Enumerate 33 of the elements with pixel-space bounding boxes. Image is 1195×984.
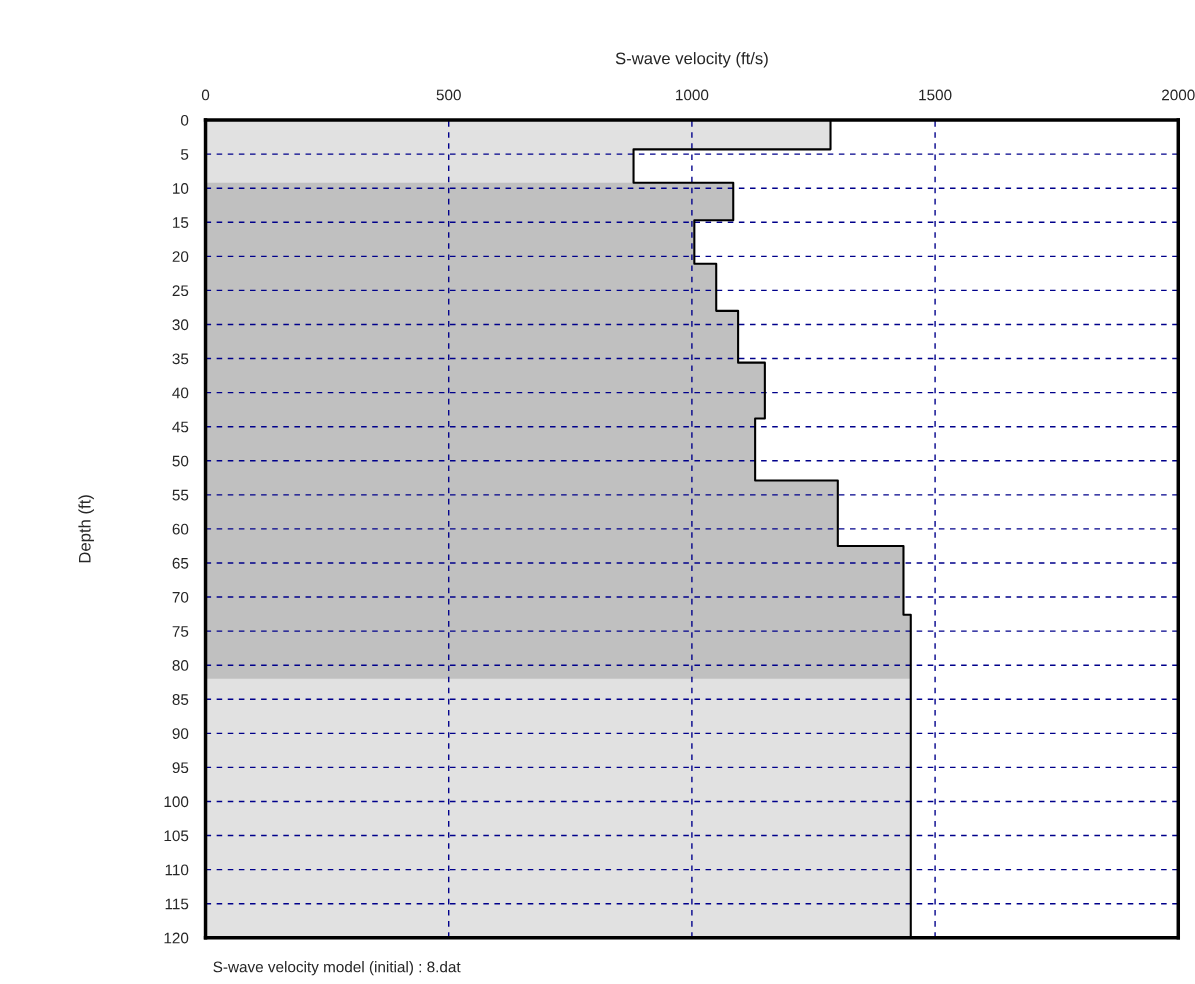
y-axis-title: Depth (ft) <box>78 495 94 563</box>
y-tick-label: 75 <box>172 626 189 637</box>
y-tick-label: 55 <box>172 489 189 501</box>
y-tick-label: 50 <box>172 455 189 467</box>
y-tick-label: 90 <box>172 728 189 740</box>
y-tick-label: 100 <box>164 796 189 808</box>
y-tick-label: 10 <box>173 183 189 194</box>
x-tick-label: 1500 <box>919 89 952 101</box>
x-tick-label: 500 <box>436 89 461 101</box>
y-tick-label: 15 <box>173 217 189 228</box>
y-tick-label: 60 <box>172 523 189 535</box>
x-tick-label: 0 <box>201 89 210 101</box>
y-tick-label: 120 <box>164 932 189 944</box>
y-tick-label: 110 <box>165 864 189 876</box>
y-tick-label: 0 <box>180 114 189 126</box>
y-tick-label: 45 <box>172 421 189 433</box>
y-tick-label: 95 <box>172 762 189 774</box>
x-tick-label: 2000 <box>1162 89 1195 101</box>
text: S-wave velocity model (initial) : 8.dat <box>213 961 461 976</box>
y-tick-label: 30 <box>172 319 189 331</box>
y-tick-label: 5 <box>180 149 189 160</box>
x-tick-label: 1000 <box>676 89 709 101</box>
y-tick-label: 70 <box>172 591 189 603</box>
y-tick-label: 105 <box>164 830 189 842</box>
y-tick-label: 80 <box>172 660 189 671</box>
y-tick-label: 85 <box>172 694 189 705</box>
y-tick-label: 40 <box>172 387 189 399</box>
x-axis-title: S-wave velocity (ft/s) <box>615 52 768 68</box>
y-tick-label: 25 <box>172 285 189 297</box>
y-tick-label: 115 <box>165 898 189 910</box>
y-tick-label: 35 <box>172 353 189 365</box>
y-tick-label: 20 <box>172 251 189 263</box>
y-tick-label: 65 <box>172 557 189 569</box>
